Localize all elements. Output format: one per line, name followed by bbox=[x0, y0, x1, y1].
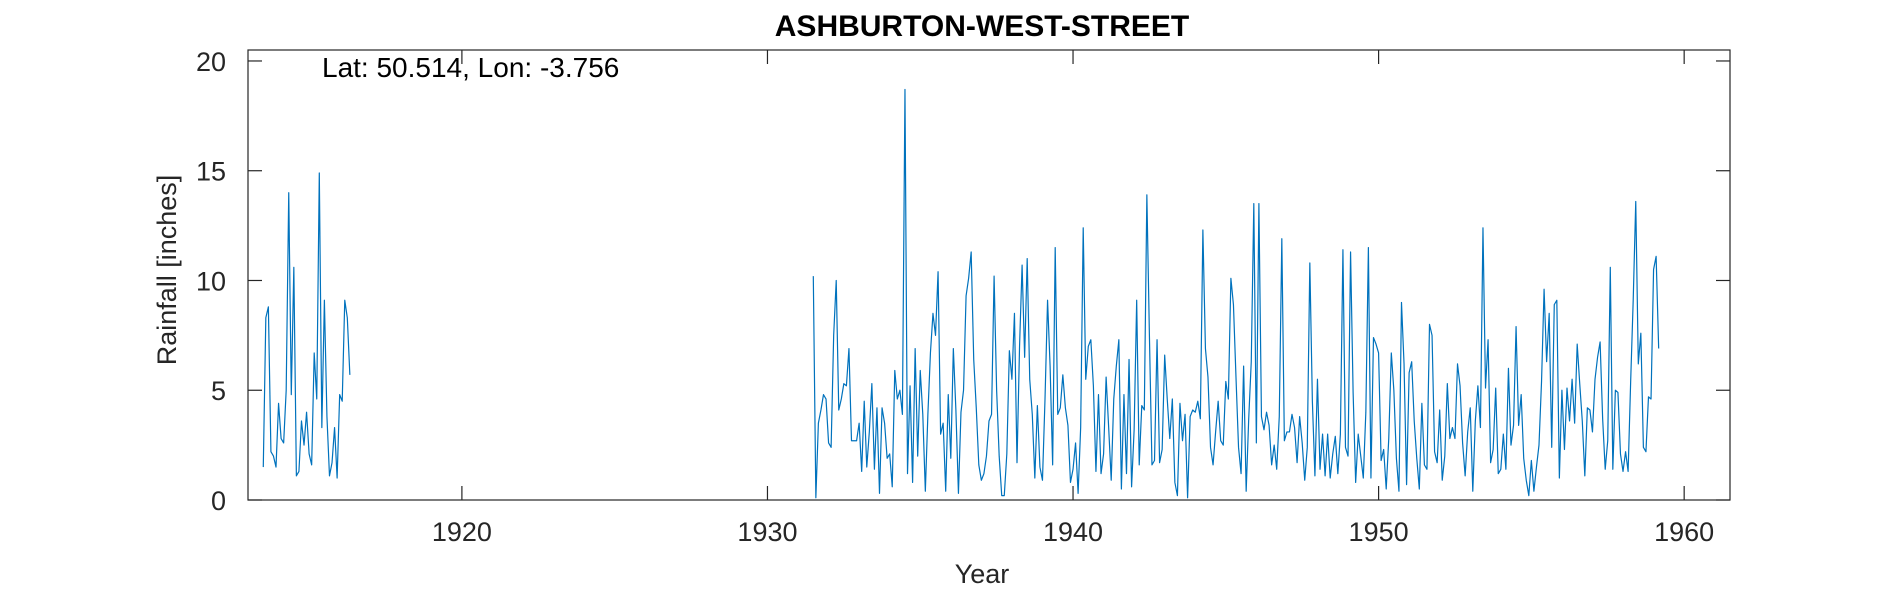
y-tick-label: 15 bbox=[196, 157, 226, 187]
x-tick-label: 1960 bbox=[1654, 517, 1714, 547]
plot-area bbox=[247, 49, 1731, 501]
y-tick-label: 0 bbox=[211, 486, 226, 516]
y-axis-label: Rainfall [inches] bbox=[152, 175, 182, 366]
axes-box bbox=[247, 49, 1731, 501]
x-tick-label: 1940 bbox=[1043, 517, 1103, 547]
y-tick-label: 5 bbox=[211, 376, 226, 406]
x-tick-label: 1930 bbox=[737, 517, 797, 547]
x-axis-label: Year bbox=[955, 559, 1010, 589]
y-tick-label: 10 bbox=[196, 266, 226, 296]
axis-ticks: 1920 1930 1940 1950 1960 0 5 10 15 20 bbox=[196, 47, 1730, 547]
x-tick-label: 1920 bbox=[432, 517, 492, 547]
rainfall-series-line-2 bbox=[812, 88, 1660, 499]
y-tick-label: 20 bbox=[196, 47, 226, 77]
chart-title: ASHBURTON-WEST-STREET bbox=[775, 10, 1189, 43]
station-location-annotation: Lat: 50.514, Lon: -3.756 bbox=[322, 52, 619, 83]
x-tick-label: 1950 bbox=[1349, 517, 1409, 547]
rainfall-series-line-1 bbox=[262, 172, 351, 479]
